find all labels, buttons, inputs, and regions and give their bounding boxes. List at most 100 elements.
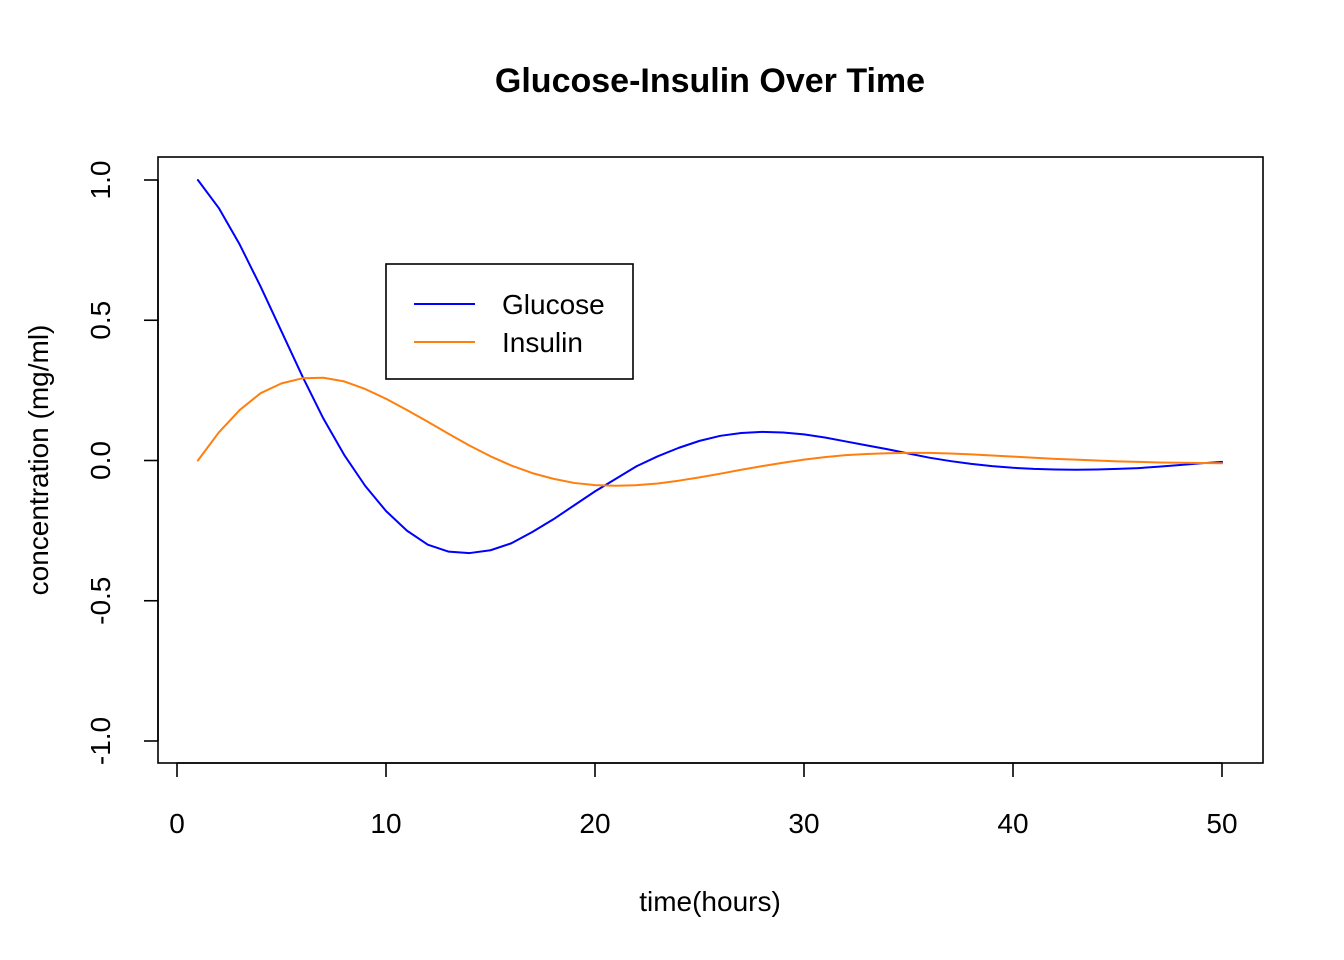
series-layer (196, 179, 1223, 555)
data-point-insulin (427, 420, 429, 423)
data-point-glucose (259, 285, 262, 288)
data-point-insulin (301, 377, 304, 380)
x-axis: 0 10 20 30 40 50 (169, 762, 1238, 839)
data-point-glucose (531, 531, 534, 533)
data-point-insulin (489, 455, 492, 458)
data-point-glucose (740, 432, 743, 434)
data-point-insulin (280, 382, 283, 385)
x-tick-label: 0 (169, 808, 185, 839)
data-point-glucose (1221, 461, 1223, 463)
data-point-glucose (238, 243, 241, 246)
data-point-glucose (1074, 468, 1077, 471)
data-point-insulin (594, 484, 596, 486)
x-tick-label: 20 (579, 808, 610, 839)
data-point-insulin (698, 476, 701, 479)
y-tick-label: -1.0 (85, 717, 116, 765)
y-tick-label: 0.5 (85, 301, 116, 340)
data-point-insulin (197, 459, 199, 462)
data-point-glucose (1116, 468, 1119, 470)
data-point-glucose (865, 444, 868, 447)
data-point-insulin (740, 468, 743, 471)
data-point-insulin (1033, 456, 1035, 459)
data-point-glucose (636, 465, 638, 467)
data-point-glucose (343, 454, 346, 456)
data-point-glucose (928, 456, 931, 459)
data-point-glucose (468, 552, 471, 554)
data-point-glucose (761, 431, 763, 433)
x-tick-label: 40 (997, 808, 1028, 839)
y-tick-label: 0.0 (85, 441, 116, 480)
data-point-insulin (677, 479, 680, 482)
data-point-glucose (573, 504, 575, 507)
data-point-insulin (949, 452, 952, 455)
data-point-glucose (970, 463, 972, 465)
data-point-insulin (803, 458, 805, 461)
data-point-glucose (406, 529, 408, 532)
data-point-glucose (656, 455, 659, 458)
data-point-insulin (259, 392, 262, 394)
data-point-glucose (677, 447, 680, 449)
y-axis: -1.0 -0.5 0.0 0.5 1.0 (85, 161, 159, 765)
data-point-insulin (824, 456, 826, 458)
data-point-glucose (385, 510, 387, 512)
data-point-glucose (991, 465, 993, 467)
data-point-insulin (447, 433, 450, 435)
data-point-insulin (928, 452, 931, 454)
chart-title: Glucose-Insulin Over Time (495, 62, 925, 100)
data-point-glucose (364, 484, 366, 487)
x-tick-label: 50 (1206, 808, 1237, 839)
data-point-glucose (1137, 467, 1140, 469)
data-point-insulin (406, 409, 408, 411)
data-point-insulin (552, 477, 554, 480)
data-point-insulin (1054, 458, 1056, 460)
series-line-insulin (196, 376, 1223, 487)
data-point-glucose (1033, 468, 1035, 470)
data-point-glucose (301, 375, 304, 378)
legend-label-glucose: Glucose (502, 289, 605, 320)
legend: Glucose Insulin (385, 263, 634, 380)
data-point-glucose (1054, 468, 1056, 471)
data-point-glucose (510, 542, 513, 545)
data-point-glucose (803, 433, 805, 436)
y-axis-label: concentration (mg/ml) (23, 325, 54, 596)
data-point-insulin (385, 397, 387, 400)
series-line-glucose (196, 179, 1223, 555)
x-tick-label: 10 (370, 808, 401, 839)
data-point-glucose (615, 477, 617, 480)
data-point-insulin (1074, 458, 1077, 461)
data-point-insulin (656, 482, 659, 485)
data-point-insulin (1095, 459, 1098, 462)
data-point-insulin (1158, 461, 1161, 464)
data-point-insulin (761, 465, 763, 467)
data-point-insulin (865, 453, 868, 455)
data-point-insulin (615, 484, 617, 487)
data-point-insulin (1200, 462, 1202, 464)
x-tick-label: 30 (788, 808, 819, 839)
data-point-glucose (698, 440, 701, 442)
data-point-insulin (573, 482, 575, 484)
data-point-glucose (1095, 468, 1098, 471)
data-point-insulin (845, 454, 847, 456)
data-point-insulin (510, 464, 513, 467)
data-point-glucose (845, 440, 847, 443)
data-point-glucose (1158, 465, 1161, 468)
data-point-insulin (636, 484, 638, 486)
data-point-glucose (322, 417, 325, 420)
data-point-insulin (886, 452, 889, 455)
data-point-glucose (280, 330, 283, 333)
data-point-glucose (427, 543, 429, 546)
data-point-insulin (719, 472, 722, 475)
data-point-glucose (824, 436, 826, 439)
data-point-insulin (364, 388, 366, 390)
data-point-glucose (594, 490, 596, 493)
data-point-insulin (991, 454, 993, 457)
data-point-insulin (1221, 462, 1223, 465)
data-point-glucose (949, 460, 952, 462)
data-point-insulin (1179, 461, 1181, 464)
legend-box (385, 263, 634, 380)
data-point-glucose (1012, 466, 1014, 469)
data-point-insulin (531, 472, 534, 474)
y-tick-label: -0.5 (85, 577, 116, 625)
legend-label-insulin: Insulin (502, 327, 583, 358)
